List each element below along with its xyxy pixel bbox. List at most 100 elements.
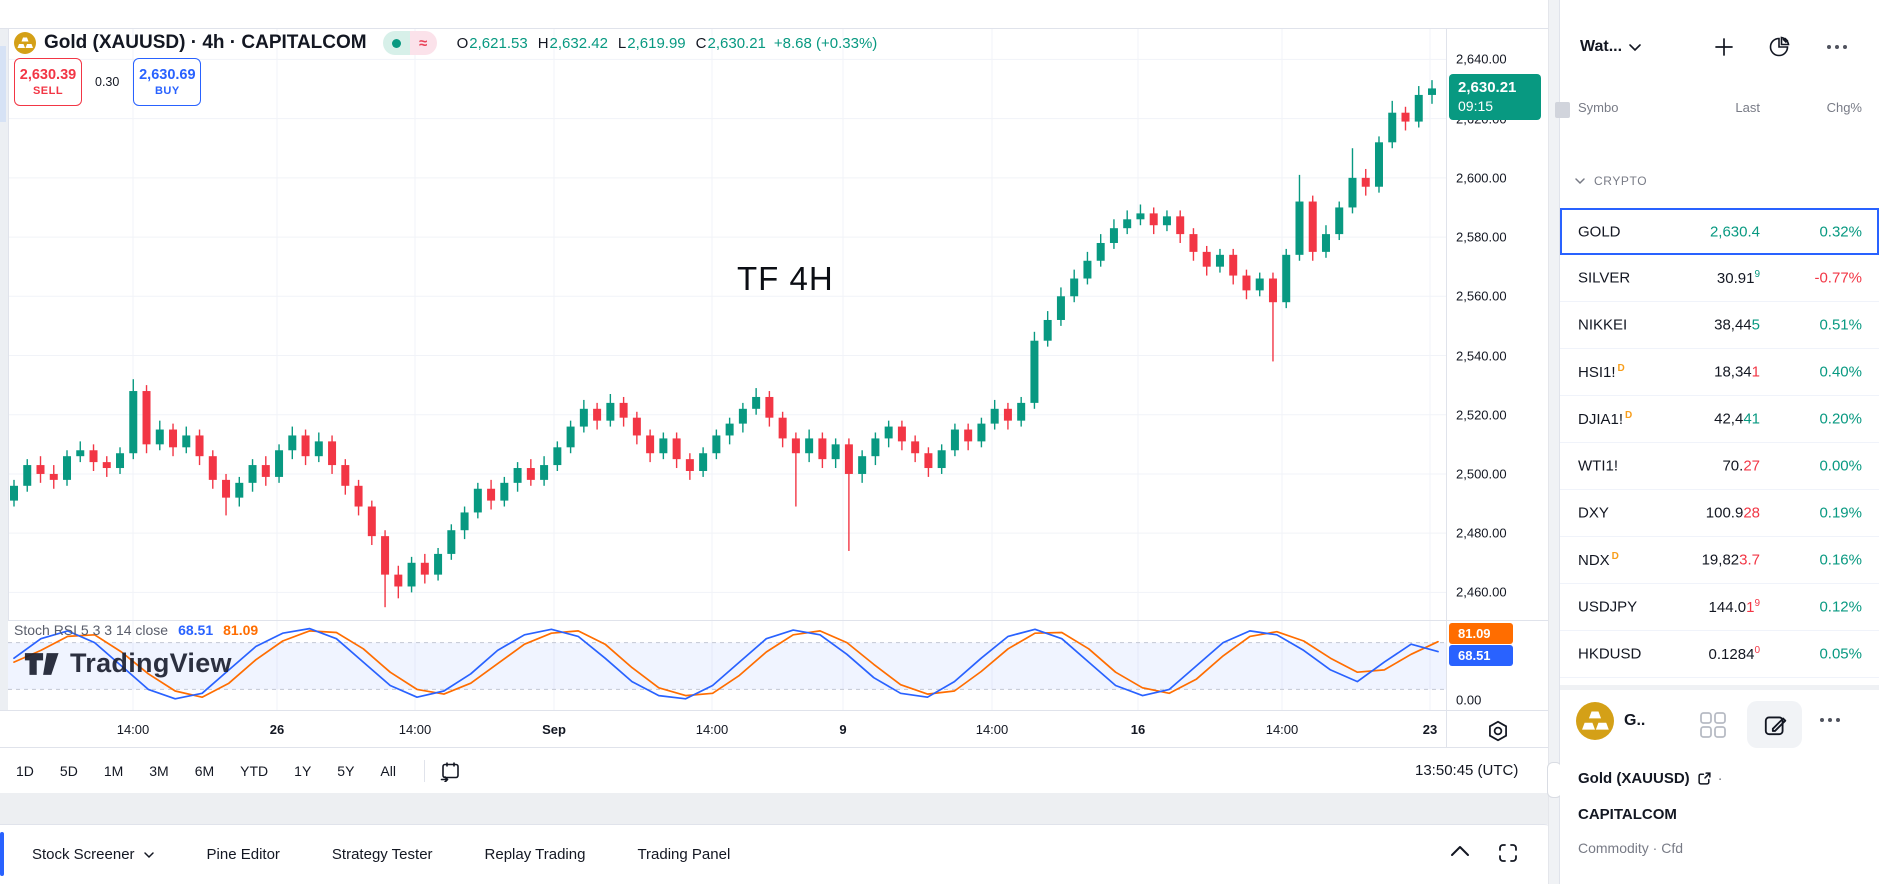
row-last: 19,823.7 xyxy=(1701,551,1760,569)
widget-symbol[interactable]: G.. xyxy=(1576,702,1645,740)
candle-body xyxy=(897,426,906,442)
watchlist-chevron-down-icon[interactable] xyxy=(1628,42,1642,52)
time-axis-label: 23 xyxy=(1422,722,1438,737)
candle-body xyxy=(752,396,761,409)
maximize-panel-icon[interactable] xyxy=(1496,842,1520,864)
high-label: H xyxy=(537,34,549,52)
candle-body xyxy=(526,468,535,480)
candle-body xyxy=(593,408,602,421)
range-button-ytd[interactable]: YTD xyxy=(240,762,269,779)
panel-expand-chevron-icon[interactable] xyxy=(1448,843,1472,859)
candle-body xyxy=(579,408,588,427)
go-to-date-icon[interactable] xyxy=(439,760,461,782)
candle-body xyxy=(288,435,297,451)
column-chg[interactable]: Chg% xyxy=(1826,100,1862,115)
row-change: 0.00% xyxy=(1819,457,1862,475)
utc-clock[interactable]: 13:50:45 (UTC) xyxy=(1415,761,1519,779)
range-button-5y[interactable]: 5Y xyxy=(337,762,355,779)
stoch-k-badge: 68.51 xyxy=(1449,645,1513,666)
bottom-tab-stock-screener[interactable]: Stock Screener xyxy=(32,846,155,863)
range-button-1m[interactable]: 1M xyxy=(103,762,124,779)
candle-body xyxy=(155,429,164,445)
heatmap-pie-icon[interactable] xyxy=(1767,35,1791,59)
time-axis-label: 14:00 xyxy=(398,722,432,737)
indicator-name: Stoch RSI 5 3 3 14 close xyxy=(14,622,169,638)
range-button-1y[interactable]: 1Y xyxy=(294,762,312,779)
close-value: 2,630.21 xyxy=(707,34,766,52)
candle-body xyxy=(725,423,734,436)
column-last[interactable]: Last xyxy=(1735,100,1760,115)
watchlist-row-ndx[interactable]: NDX D 19,823.7 0.16% xyxy=(1560,537,1879,584)
low-value: 2,619.99 xyxy=(627,34,686,52)
column-symbol[interactable]: Symbo xyxy=(1578,100,1619,115)
indicator-legend[interactable]: Stoch RSI 5 3 3 14 close 68.51 81.09 xyxy=(14,622,258,638)
buy-label: BUY xyxy=(154,85,180,97)
bottom-tab-strategy-tester[interactable]: Strategy Tester xyxy=(331,846,433,863)
range-button-3m[interactable]: 3M xyxy=(149,762,169,779)
indicator-zero-label: 0.00 xyxy=(1456,692,1482,708)
candle-body xyxy=(1202,251,1211,267)
range-toolbar: 1D 5D 1M 3M 6M YTD 1Y 5Y All xyxy=(0,747,1558,793)
price-chart[interactable] xyxy=(0,0,1558,750)
candle-body xyxy=(964,429,973,442)
watchlist-row-nikkei[interactable]: NIKKEI 38,445 0.51% xyxy=(1560,302,1879,349)
watchlist-section-crypto[interactable]: CRYPTO xyxy=(1574,168,1647,194)
candle-body xyxy=(1428,88,1436,95)
chart-left-strip xyxy=(0,29,8,710)
bottom-tab-trading-panel[interactable]: Trading Panel xyxy=(637,846,731,863)
candle-body xyxy=(447,530,456,554)
panel-divider[interactable] xyxy=(1548,0,1560,884)
delayed-data-icon: ≈ xyxy=(409,31,437,55)
candle-body xyxy=(778,417,787,439)
candle-body xyxy=(1348,177,1357,208)
watchlist-row-dxy[interactable]: DXY 100.928 0.19% xyxy=(1560,490,1879,537)
price-axis[interactable]: 2,640.002,620.002,600.002,580.002,560.00… xyxy=(1446,28,1548,746)
candle-body xyxy=(1017,402,1026,421)
watchlist-row-gold[interactable]: GOLD 2,630.4 0.32% xyxy=(1560,208,1879,255)
external-link-icon[interactable] xyxy=(1697,771,1712,786)
candle-body xyxy=(341,465,350,486)
range-button-5d[interactable]: 5D xyxy=(59,762,78,779)
candle-body xyxy=(513,468,522,483)
candle-body xyxy=(659,438,668,454)
candle-body xyxy=(844,444,853,474)
buy-button[interactable]: 2,630.69 BUY xyxy=(133,58,202,106)
candle-body xyxy=(712,435,721,454)
range-button-1d[interactable]: 1D xyxy=(16,762,34,779)
watchlist-row-silver[interactable]: SILVER 30.919 -0.77% xyxy=(1560,255,1879,302)
watchlist-row-wti1[interactable]: WTI1! 70.27 0.00% xyxy=(1560,443,1879,490)
candle-body xyxy=(208,456,217,480)
watchlist-more-options-icon[interactable] xyxy=(1825,43,1849,51)
market-status-toggle[interactable]: ≈ xyxy=(382,31,437,55)
candle-body xyxy=(1083,260,1092,279)
add-symbol-icon[interactable] xyxy=(1713,36,1735,58)
candle-body xyxy=(1388,112,1397,143)
watchlist-row-hsi1[interactable]: HSI1! D 18,341 0.40% xyxy=(1560,349,1879,396)
candle-body xyxy=(1176,216,1185,235)
bottom-tab-pine-editor[interactable]: Pine Editor xyxy=(206,846,280,863)
layout-grid-icon[interactable] xyxy=(1698,710,1728,740)
candle-body xyxy=(23,465,32,486)
range-button-6m[interactable]: 6M xyxy=(194,762,215,779)
range-button-all[interactable]: All xyxy=(380,762,396,779)
edit-note-button[interactable] xyxy=(1747,701,1802,748)
trade-buttons: 2,630.39 SELL 0.30 2,630.69 BUY xyxy=(14,58,202,106)
candle-body xyxy=(1149,213,1158,226)
watchlist-title[interactable]: Wat... xyxy=(1580,38,1623,55)
watchlist-row-djia1[interactable]: DJIA1! D 42,441 0.20% xyxy=(1560,396,1879,443)
watchlist-row-hkdusd[interactable]: HKDUSD 0.12840 0.05% xyxy=(1560,631,1879,678)
watchlist-row-usdjpy[interactable]: USDJPY 144.019 0.12% xyxy=(1560,584,1879,631)
bottom-tab-replay-trading[interactable]: Replay Trading xyxy=(484,846,586,863)
candle-body xyxy=(791,438,800,454)
row-symbol: DJIA1! D xyxy=(1578,410,1633,428)
symbol-info-type: Commodity · Cfd xyxy=(1578,840,1684,856)
widget-more-options-icon[interactable] xyxy=(1817,716,1843,724)
sell-button[interactable]: 2,630.39 SELL xyxy=(14,58,82,106)
candle-body xyxy=(924,453,933,469)
candle-body xyxy=(1136,213,1145,220)
candle-body xyxy=(1003,408,1012,421)
close-label: C xyxy=(695,34,707,52)
axis-settings-gear-icon[interactable] xyxy=(1486,719,1510,743)
symbol-title[interactable]: Gold (XAUUSD) · 4h · CAPITALCOM xyxy=(44,32,367,53)
